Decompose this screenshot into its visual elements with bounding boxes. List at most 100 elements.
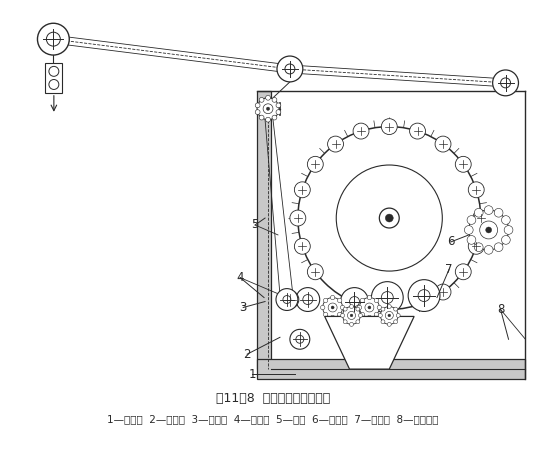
- Circle shape: [502, 235, 510, 244]
- Circle shape: [331, 306, 334, 309]
- Circle shape: [287, 296, 293, 303]
- Circle shape: [307, 264, 323, 280]
- Text: 2: 2: [243, 348, 251, 361]
- Circle shape: [337, 298, 342, 303]
- Text: 7: 7: [445, 263, 453, 276]
- Circle shape: [272, 115, 277, 120]
- Circle shape: [350, 314, 353, 317]
- Text: 图11－8  双动式钢丝针起毛机: 图11－8 双动式钢丝针起毛机: [216, 392, 330, 405]
- Circle shape: [377, 305, 381, 310]
- Text: 6: 6: [447, 235, 455, 248]
- Circle shape: [367, 315, 371, 320]
- Circle shape: [290, 210, 306, 226]
- Circle shape: [385, 311, 393, 320]
- Circle shape: [394, 307, 398, 311]
- Circle shape: [435, 284, 451, 300]
- Circle shape: [350, 322, 353, 326]
- Circle shape: [410, 123, 426, 139]
- Circle shape: [396, 314, 400, 317]
- Circle shape: [365, 303, 374, 312]
- Circle shape: [296, 288, 319, 311]
- Circle shape: [37, 23, 69, 55]
- Circle shape: [435, 136, 451, 152]
- Circle shape: [455, 264, 471, 280]
- Circle shape: [484, 245, 493, 254]
- Circle shape: [387, 322, 391, 326]
- Circle shape: [290, 329, 310, 349]
- Circle shape: [468, 182, 484, 198]
- Circle shape: [328, 303, 337, 312]
- Circle shape: [259, 115, 264, 120]
- Circle shape: [283, 296, 291, 303]
- Circle shape: [49, 80, 59, 90]
- Circle shape: [337, 312, 342, 317]
- Circle shape: [330, 295, 335, 300]
- Circle shape: [385, 214, 393, 222]
- Circle shape: [368, 306, 371, 309]
- Circle shape: [371, 282, 403, 314]
- Circle shape: [467, 216, 476, 225]
- Circle shape: [257, 98, 279, 120]
- Circle shape: [281, 291, 299, 309]
- Bar: [257, 91, 271, 369]
- Circle shape: [464, 225, 473, 234]
- Circle shape: [381, 320, 385, 324]
- Circle shape: [328, 136, 344, 152]
- Circle shape: [323, 298, 328, 303]
- Circle shape: [303, 295, 313, 305]
- Circle shape: [374, 298, 379, 303]
- Bar: [45, 63, 62, 93]
- Circle shape: [343, 320, 347, 324]
- Circle shape: [46, 32, 60, 46]
- Circle shape: [323, 297, 342, 317]
- Circle shape: [341, 314, 345, 317]
- Circle shape: [321, 305, 325, 310]
- Circle shape: [340, 305, 345, 310]
- Circle shape: [379, 314, 382, 317]
- Circle shape: [380, 306, 398, 324]
- Circle shape: [381, 119, 397, 135]
- Text: 3: 3: [240, 301, 247, 314]
- Circle shape: [374, 312, 379, 317]
- Circle shape: [276, 103, 281, 108]
- Circle shape: [255, 110, 260, 114]
- Circle shape: [296, 335, 304, 343]
- Circle shape: [486, 227, 492, 233]
- Text: 5: 5: [252, 219, 259, 231]
- Circle shape: [294, 182, 310, 198]
- Circle shape: [298, 126, 481, 310]
- Circle shape: [343, 307, 347, 311]
- Circle shape: [263, 104, 273, 114]
- Circle shape: [255, 103, 260, 108]
- Circle shape: [493, 70, 519, 96]
- Circle shape: [480, 221, 498, 239]
- Text: 1—除尘箱  2—张力辊  3—毛刷辊  4—进呢辊  5—针辊  6—刷毛辊  7—出呢辊  8—起毛辊筒: 1—除尘箱 2—张力辊 3—毛刷辊 4—进呢辊 5—针辊 6—刷毛辊 7—出呢辊…: [107, 414, 439, 424]
- Circle shape: [455, 156, 471, 172]
- Circle shape: [336, 165, 443, 271]
- Circle shape: [347, 311, 356, 320]
- Circle shape: [350, 297, 359, 306]
- Circle shape: [360, 298, 364, 303]
- Text: 1: 1: [248, 368, 256, 381]
- Circle shape: [388, 314, 391, 317]
- Polygon shape: [325, 316, 414, 369]
- Circle shape: [467, 235, 476, 244]
- Circle shape: [379, 208, 399, 228]
- Circle shape: [276, 110, 281, 114]
- Circle shape: [418, 290, 430, 302]
- Circle shape: [474, 208, 483, 217]
- Text: 4: 4: [236, 271, 244, 284]
- Circle shape: [49, 67, 59, 76]
- Circle shape: [473, 210, 488, 226]
- Circle shape: [341, 288, 369, 315]
- Circle shape: [294, 238, 310, 254]
- Circle shape: [468, 238, 484, 254]
- Circle shape: [381, 307, 385, 311]
- Circle shape: [367, 295, 371, 300]
- Circle shape: [266, 95, 270, 100]
- Circle shape: [353, 123, 369, 139]
- Circle shape: [356, 320, 360, 324]
- Circle shape: [266, 107, 270, 110]
- Circle shape: [360, 312, 364, 317]
- Circle shape: [408, 279, 440, 311]
